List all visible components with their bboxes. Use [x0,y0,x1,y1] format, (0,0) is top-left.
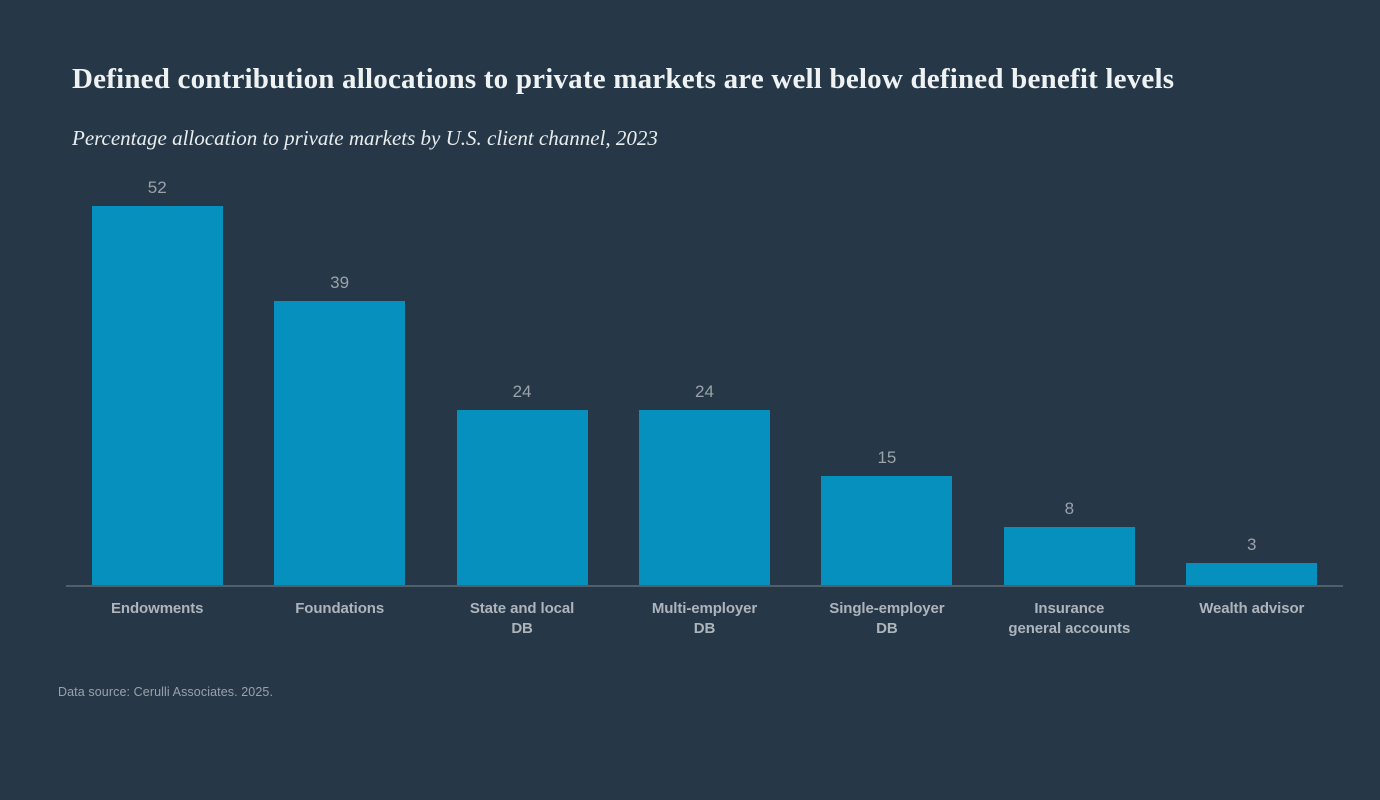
bar-value-label: 24 [512,382,532,401]
category-label: State and local DB [469,600,575,637]
bar-value-label: 52 [147,178,167,197]
category-label: Wealth advisor [1199,600,1305,617]
category-label: Multi-employer DB [651,600,758,637]
bar-column: 52 [66,172,248,585]
category-label: Single-employer DB [829,600,945,637]
bar-chart: 52 39 24 24 15 8 3 Endowments Foundations State … [66,172,1343,639]
bar [456,410,588,585]
bar-value-label: 15 [877,448,897,467]
bar [1186,563,1318,585]
category-label: Endowments [111,600,204,617]
bar [91,206,223,585]
bar-column: 15 [796,172,978,585]
bar [274,301,406,585]
chart-subtitle: Percentage allocation to private markets… [72,126,658,150]
bar-column: 8 [978,172,1160,585]
bar-value-label: 39 [330,273,350,292]
bar-value-label: 3 [1247,535,1257,554]
bar [638,410,770,585]
bar-value-label: 8 [1064,499,1075,518]
bar-column: 39 [248,172,430,585]
data-source: Data source: Cerulli Associates. 2025. [58,685,274,699]
bar-column: 24 [431,172,613,585]
bar-column: 24 [613,172,795,585]
category-label: Insurance general accounts [1008,600,1131,637]
bar [1003,527,1135,585]
bar-column: 3 [1161,172,1343,585]
plot-area: 52 39 24 24 15 8 3 [66,172,1343,587]
category-axis: Endowments Foundations State and local DB M… [66,599,1343,639]
category-label: Foundations [295,600,385,617]
bar [821,476,953,585]
bar-value-label: 24 [695,382,714,401]
chart-title: Defined contribution allocations to priv… [72,63,1175,95]
